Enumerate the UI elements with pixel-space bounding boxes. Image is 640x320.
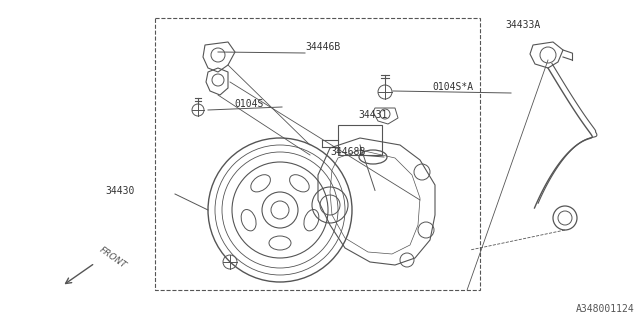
Text: 34430: 34430: [105, 186, 134, 196]
Text: 0104S*A: 0104S*A: [432, 82, 473, 92]
Text: 34431: 34431: [358, 110, 387, 120]
Text: 34468B: 34468B: [330, 147, 365, 157]
Text: FRONT: FRONT: [98, 245, 129, 270]
Bar: [155, 18, 480, 290]
Text: 34446B: 34446B: [305, 42, 340, 52]
Bar: [338, 125, 382, 155]
Text: 34433A: 34433A: [505, 20, 540, 30]
Text: A348001124: A348001124: [576, 304, 635, 314]
Text: 0104S: 0104S: [234, 99, 264, 109]
